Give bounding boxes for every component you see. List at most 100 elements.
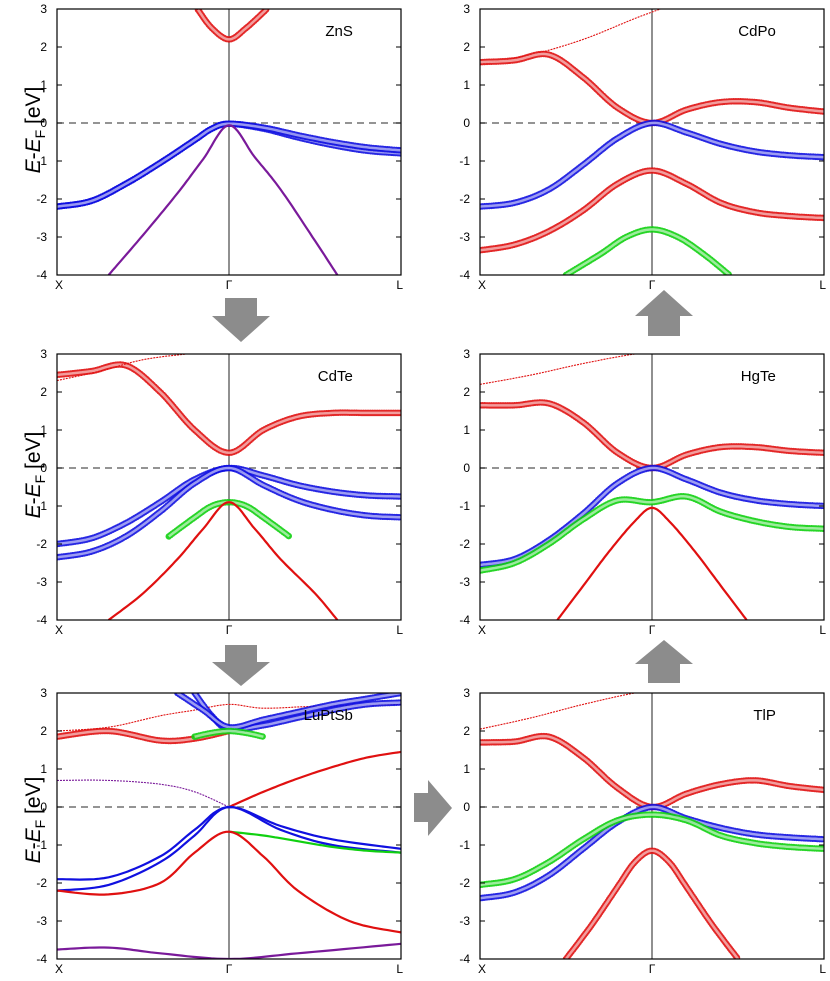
arrow-down-cdte-to-luptsb	[212, 645, 270, 686]
arrow-right-luptsb-to-tlp	[414, 780, 452, 836]
panel-zns: -4 -3 -2 -1 0 1 2 3 X Γ L ZnS	[36, 2, 403, 292]
band-core-4	[565, 228, 731, 275]
y-tick-label: -4	[36, 268, 47, 282]
band-core-4	[194, 729, 264, 738]
y-tick-label: -1	[36, 499, 47, 513]
plot-frame	[479, 353, 825, 621]
y-tick-label: 2	[463, 385, 470, 399]
band-red-0	[57, 703, 401, 732]
y-tick-label: 2	[463, 40, 470, 54]
y-tick-label: -2	[459, 192, 470, 206]
panel-luptsb: -4 -3 -2 -1 0 1 2 3 X Γ L LuPtSb	[36, 686, 403, 976]
material-label: TlP	[753, 707, 776, 724]
band-core-2	[57, 122, 401, 208]
y-tick-label: 0	[40, 461, 47, 475]
y-tick-label: 0	[463, 461, 470, 475]
k-point-label: X	[55, 623, 63, 637]
band-purple-11	[57, 942, 401, 959]
svg-text:E-EF [eV]: E-EF [eV]	[22, 432, 48, 519]
band-red-0	[480, 693, 652, 730]
material-label: CdTe	[318, 368, 353, 385]
y-tick-label: -4	[459, 952, 470, 966]
k-point-label: X	[478, 962, 486, 976]
band-blue-8	[57, 805, 401, 892]
panel-cdpo: -4 -3 -2 -1 0 1 2 3 X Γ L CdPo	[459, 2, 826, 292]
bands	[480, 9, 824, 275]
band-core-3	[480, 495, 824, 572]
bands	[57, 9, 401, 275]
plot-frame	[479, 692, 825, 960]
y-tick-label: 0	[463, 116, 470, 130]
band-core-3	[176, 693, 401, 729]
y-tick-label: 2	[40, 724, 47, 738]
bands	[57, 354, 401, 620]
k-point-label: Γ	[649, 278, 656, 292]
y-tick-label: -1	[459, 838, 470, 852]
y-tick-label: 1	[40, 423, 47, 437]
y-tick-label: -2	[459, 537, 470, 551]
k-point-label: L	[396, 278, 403, 292]
k-point-label: Γ	[226, 278, 233, 292]
y-tick-label: 3	[40, 2, 47, 16]
y-tick-label: -2	[36, 537, 47, 551]
y-tick-label: 1	[40, 78, 47, 92]
y-tick-label: -3	[459, 914, 470, 928]
panel-hgte: -4 -3 -2 -1 0 1 2 3 X Γ L HgTe	[459, 347, 826, 637]
k-point-label: Γ	[649, 623, 656, 637]
y-tick-label: -3	[459, 575, 470, 589]
y-tick-label: 2	[40, 385, 47, 399]
panel-cdte: -4 -3 -2 -1 0 1 2 3 X Γ L CdTe	[36, 347, 403, 637]
y-tick-label: -2	[36, 876, 47, 890]
y-tick-label: -3	[36, 575, 47, 589]
band-purple-3	[107, 124, 339, 275]
k-point-label: X	[478, 623, 486, 637]
k-point-label: Γ	[226, 623, 233, 637]
band-core-3	[480, 813, 824, 887]
band-red-0	[480, 9, 661, 65]
y-tick-label: -3	[36, 230, 47, 244]
band-core-0	[197, 9, 268, 41]
plot-frame	[56, 353, 402, 621]
svg-text:E-EF [eV]: E-EF [eV]	[22, 87, 48, 174]
k-point-label: L	[396, 623, 403, 637]
y-tick-label: 3	[40, 686, 47, 700]
band-purple-5	[57, 779, 230, 808]
y-tick-label: 3	[463, 686, 470, 700]
y-tick-label: -1	[459, 154, 470, 168]
bands	[480, 354, 824, 620]
panel-tlp: -4 -3 -2 -1 0 1 2 3 X Γ L TlP	[459, 686, 826, 976]
k-point-label: X	[478, 278, 486, 292]
y-tick-label: -2	[36, 192, 47, 206]
band-core-0	[57, 363, 401, 455]
band-core-4	[565, 849, 739, 959]
y-tick-label: -3	[36, 914, 47, 928]
band-red-6	[228, 750, 401, 809]
arrow-down-zns-to-cdte	[212, 298, 270, 342]
band-core-2	[480, 121, 824, 208]
y-tick-label: -4	[459, 613, 470, 627]
y-tick-label: -4	[36, 952, 47, 966]
y-tick-label: 0	[40, 800, 47, 814]
y-axis-label-row3: E-EF [eV]	[22, 777, 48, 864]
y-tick-label: -4	[459, 268, 470, 282]
y-tick-label: 3	[463, 347, 470, 361]
y-tick-label: 1	[463, 423, 470, 437]
material-label: CdPo	[738, 23, 776, 40]
y-tick-label: 0	[40, 116, 47, 130]
plot-frame	[56, 8, 402, 276]
band-red-0	[480, 354, 652, 385]
material-label: LuPtSb	[304, 707, 353, 724]
band-green-9	[228, 830, 401, 854]
k-point-label: Γ	[649, 962, 656, 976]
arrow-up-hgte-to-cdpo	[635, 290, 693, 336]
y-tick-label: -1	[459, 499, 470, 513]
band-core-2	[480, 805, 824, 900]
svg-text:E-EF [eV]: E-EF [eV]	[22, 777, 48, 864]
y-tick-label: 2	[463, 724, 470, 738]
k-point-label: X	[55, 278, 63, 292]
band-red-10	[57, 830, 401, 934]
band-red-1	[57, 354, 187, 382]
bands	[480, 693, 824, 959]
material-label: HgTe	[741, 368, 776, 385]
